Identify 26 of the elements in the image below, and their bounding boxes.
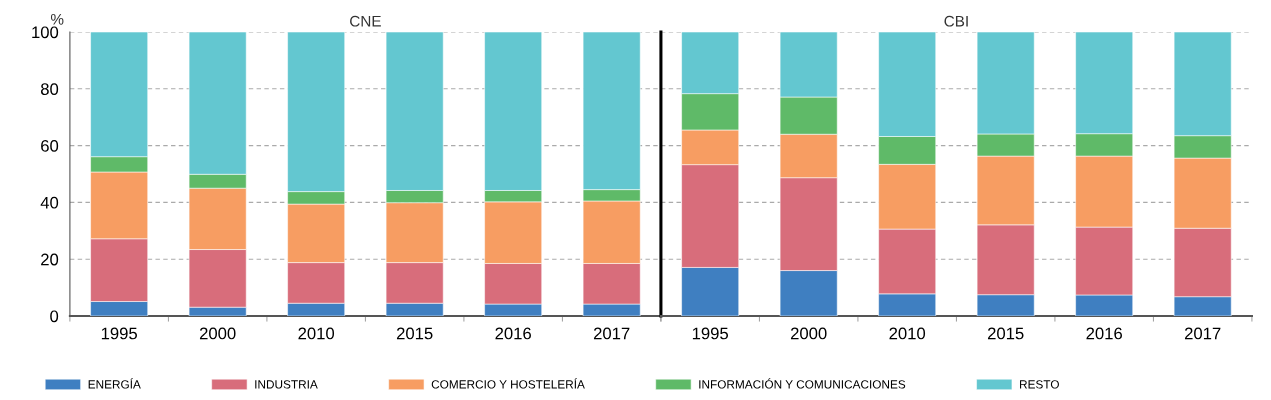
legend-label: COMERCIO Y HOSTELERÍA	[431, 378, 585, 389]
x-tick-label: 2015	[987, 327, 1024, 340]
x-tick-label: 2017	[593, 327, 630, 340]
x-tick-label: 2000	[199, 327, 236, 340]
x-tick-label: 1995	[101, 327, 137, 340]
y-tick-label: 80	[40, 83, 59, 95]
x-tick-label: 2010	[298, 327, 335, 340]
x-tick-label: 2000	[790, 327, 827, 340]
x-tick-label: 1995	[692, 327, 729, 340]
legend-label: INFORMACIÓN Y COMUNICACIONES	[699, 378, 906, 389]
y-tick-label: 0	[50, 310, 59, 323]
x-tick-label: 2016	[1086, 327, 1122, 340]
legend-label: ENERGÍA	[88, 378, 141, 389]
x-tick-label: 2010	[889, 327, 926, 340]
x-tick-label: 2015	[396, 327, 433, 340]
legend-label: INDUSTRIA	[255, 380, 318, 389]
y-tick-label: 20	[41, 253, 59, 266]
chart-title: CNE	[350, 15, 381, 27]
y-tick-label: 100	[32, 26, 59, 39]
y-tick-label: 60	[41, 140, 59, 152]
legend-label: RESTO	[1020, 380, 1059, 389]
y-tick-label: 40	[40, 196, 59, 209]
chart-title: CBI	[944, 15, 968, 27]
x-tick-label: 2016	[495, 327, 531, 340]
x-tick-label: 2017	[1184, 327, 1221, 340]
y-axis-title: %	[50, 13, 64, 25]
